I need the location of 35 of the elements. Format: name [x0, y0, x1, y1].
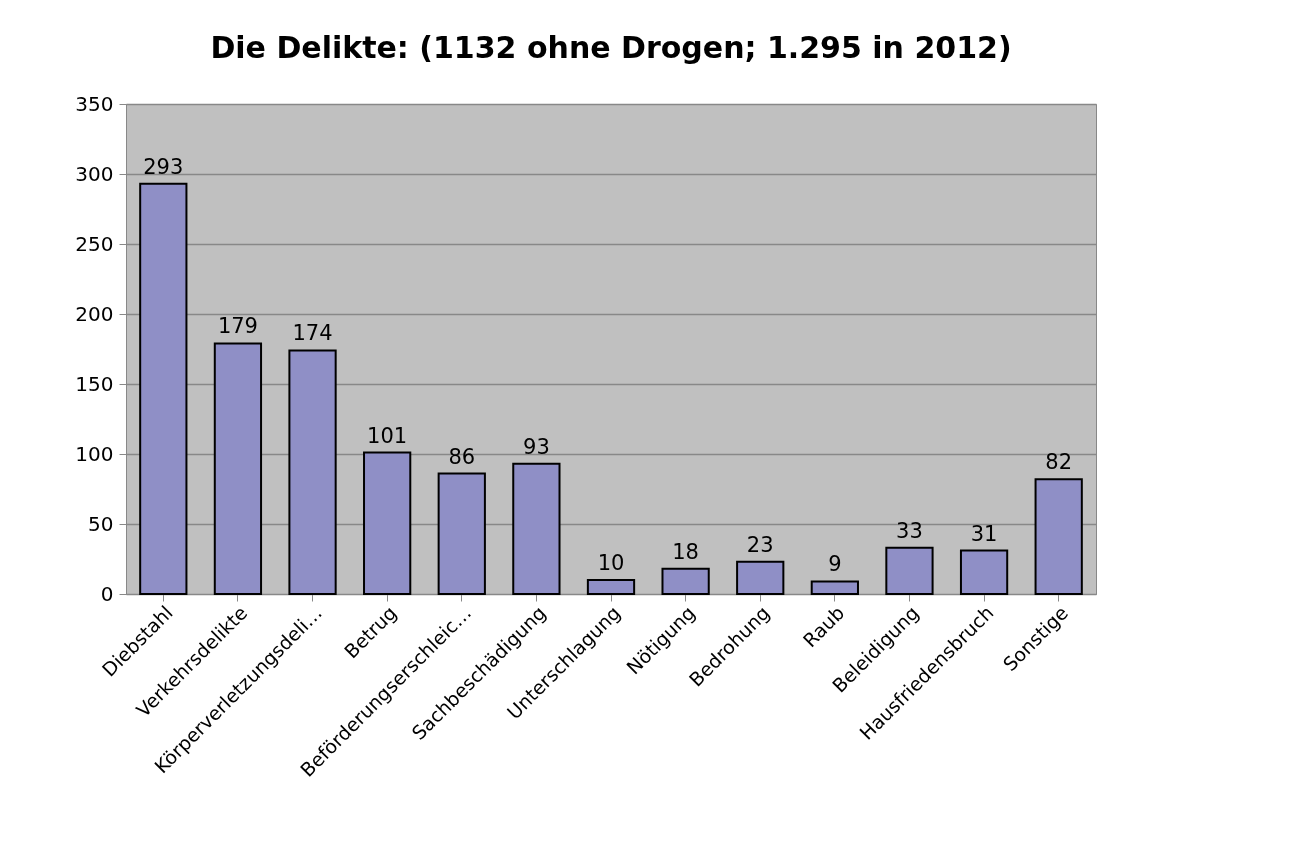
data-label: 293	[143, 154, 184, 179]
data-label: 86	[448, 444, 476, 469]
data-label: 18	[672, 539, 699, 564]
bar	[810, 580, 859, 595]
bar	[661, 567, 710, 595]
y-tick-label: 200	[75, 301, 114, 326]
bar	[1034, 478, 1083, 595]
y-tick-label: 250	[75, 231, 114, 256]
bar	[288, 349, 337, 595]
bar	[437, 472, 486, 595]
bar	[363, 451, 412, 595]
y-tick-label: 0	[100, 581, 114, 606]
bar	[512, 462, 561, 595]
data-label: 174	[292, 321, 333, 346]
y-tick-label: 50	[88, 511, 114, 536]
data-label: 82	[1045, 450, 1073, 475]
y-tick-label: 100	[75, 441, 114, 466]
data-label: 179	[217, 314, 258, 339]
data-label: 10	[597, 551, 625, 575]
data-label: 9	[828, 552, 842, 577]
bar	[885, 546, 934, 595]
data-label: 101	[367, 423, 408, 448]
bar	[586, 579, 636, 595]
bar	[736, 560, 785, 595]
y-tick-label: 350	[75, 91, 114, 116]
y-tick-label: 150	[75, 371, 114, 396]
data-label: 93	[523, 434, 550, 459]
chart-title: Die Delikte: (1132 ohne Drogen; 1.295 in 2012)	[210, 30, 1012, 65]
bar	[213, 342, 263, 595]
y-tick-label: 300	[75, 161, 114, 186]
data-label: 31	[970, 521, 998, 546]
bar	[139, 182, 188, 595]
data-label: 23	[746, 532, 774, 557]
bar	[959, 549, 1009, 595]
data-label: 33	[896, 518, 923, 543]
